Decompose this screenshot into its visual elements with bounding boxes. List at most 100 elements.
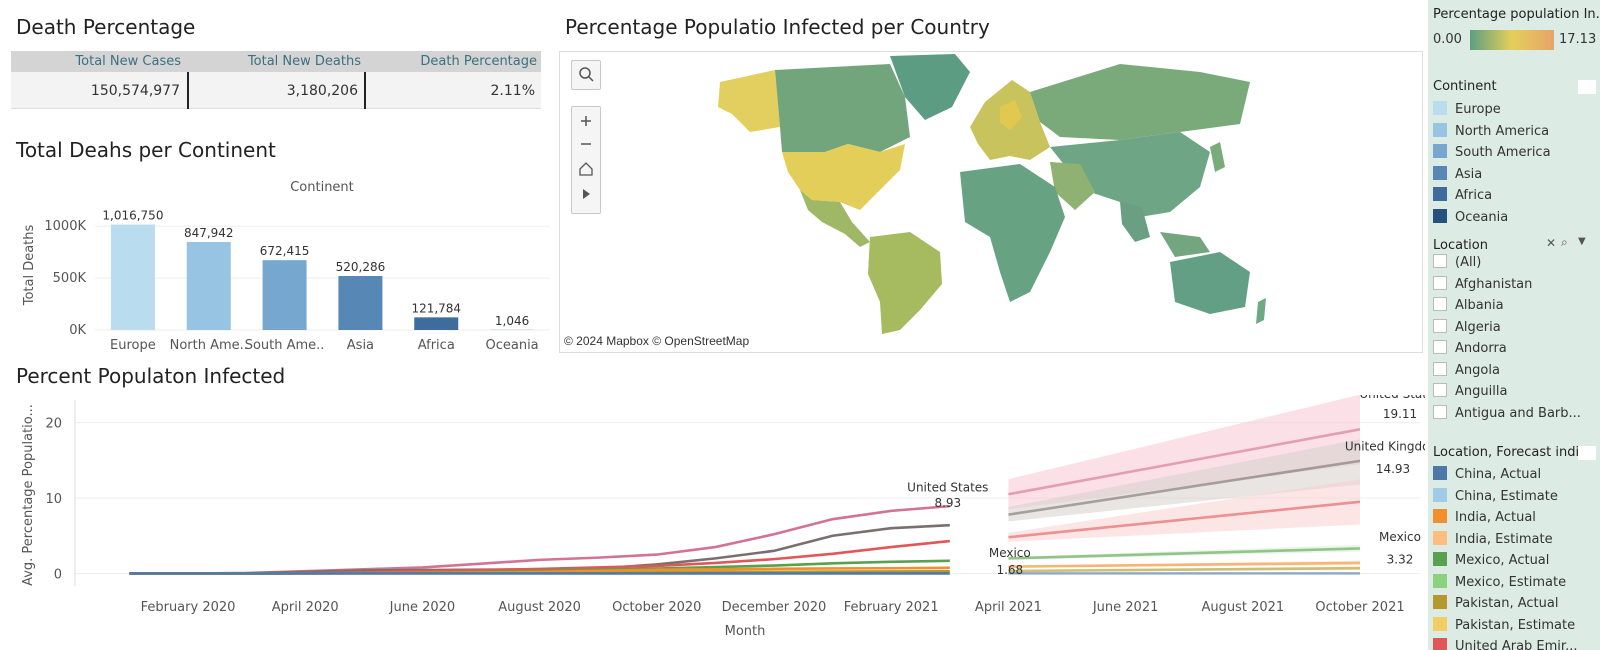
- continent-legend-item[interactable]: Europe: [1433, 101, 1501, 117]
- world-map-shapes[interactable]: [560, 52, 1422, 352]
- kpi-header-cases: Total New Cases: [75, 54, 181, 69]
- bar[interactable]: [110, 224, 155, 330]
- color-legend-gradient[interactable]: [1470, 30, 1554, 50]
- forecast-legend-item[interactable]: China, Actual: [1433, 466, 1541, 482]
- kpi-values-row[interactable]: 150,574,977 3,180,206 2.11%: [11, 72, 541, 109]
- annotation-value: 3.32: [1387, 553, 1414, 567]
- map-region-scandinavia[interactable]: [1000, 100, 1022, 130]
- legend-swatch: [1433, 573, 1447, 588]
- map-region-africa[interactable]: [960, 164, 1065, 302]
- continent-legend-item[interactable]: South America: [1433, 144, 1551, 160]
- line-chart-title: Percent Populaton Infected: [16, 364, 286, 388]
- location-checkbox-item[interactable]: Angola: [1433, 361, 1500, 378]
- checkbox[interactable]: [1433, 404, 1447, 419]
- forecast-legend-item[interactable]: Mexico, Estimate: [1433, 573, 1566, 590]
- color-legend-title: Percentage population In...: [1433, 7, 1600, 22]
- bar-value-label: 1,016,750: [102, 208, 163, 222]
- legend-swatch: [1433, 165, 1447, 180]
- map-region-middle-east[interactable]: [1050, 162, 1095, 210]
- map-region-australia[interactable]: [1170, 252, 1250, 314]
- map-region-southeast-asia[interactable]: [1160, 232, 1210, 257]
- checkbox[interactable]: [1433, 340, 1447, 354]
- checkbox[interactable]: [1433, 383, 1447, 397]
- bar[interactable]: [338, 276, 383, 330]
- map-attribution[interactable]: © 2024 Mapbox © OpenStreetMap: [564, 334, 750, 348]
- bar-chart[interactable]: Continent Total Deaths 0K 500K 1000K 1,016…: [0, 170, 560, 355]
- bar-value-label: 1,046: [495, 314, 529, 328]
- location-checkbox-item[interactable]: Andorra: [1433, 340, 1507, 356]
- series-line-estimate[interactable]: [1008, 561, 1361, 568]
- map-region-south-america[interactable]: [868, 232, 942, 334]
- bar[interactable]: [414, 317, 459, 330]
- location-checkbox-item[interactable]: Antigua and Barb...: [1433, 404, 1581, 421]
- map-region-canada[interactable]: [775, 64, 910, 152]
- series-line-estimate[interactable]: [1008, 500, 1361, 539]
- forecast-legend-item[interactable]: India, Estimate: [1433, 530, 1553, 547]
- location-filter-list[interactable]: (All) Afghanistan Albania Algeria Andorra Ang…: [1428, 250, 1600, 438]
- checkbox[interactable]: [1433, 254, 1447, 268]
- legend-menu-box[interactable]: [1578, 446, 1596, 460]
- map-region-mexico[interactable]: [800, 190, 870, 247]
- legend-menu-box[interactable]: [1578, 80, 1596, 94]
- x-tick-label: August 2020: [498, 600, 581, 615]
- search-icon[interactable]: ⌕: [1561, 235, 1568, 249]
- continent-legend-item[interactable]: Asia: [1433, 165, 1482, 182]
- bar[interactable]: [262, 260, 307, 330]
- map-region-greenland[interactable]: [890, 54, 970, 120]
- continent-legend-label: North America: [1455, 123, 1550, 139]
- forecast-legend-item[interactable]: China, Estimate: [1433, 487, 1558, 504]
- map-region-india[interactable]: [1120, 202, 1150, 242]
- home-icon[interactable]: [579, 162, 593, 176]
- forecast-band: [1008, 395, 1360, 510]
- map-region-japan[interactable]: [1210, 142, 1225, 172]
- kpi-title: Death Percentage: [16, 15, 196, 39]
- location-checkbox-item[interactable]: Algeria: [1433, 318, 1501, 335]
- kpi-value-deaths: 3,180,206: [286, 83, 358, 99]
- bar-value-label: 672,415: [260, 244, 310, 258]
- map-region-usa[interactable]: [782, 144, 905, 210]
- legend-swatch: [1433, 595, 1447, 609]
- continent-legend-item[interactable]: Oceania: [1433, 208, 1508, 225]
- continent-legend-item[interactable]: North America: [1433, 122, 1550, 139]
- map-region-asia[interactable]: [1050, 132, 1210, 217]
- play-icon[interactable]: [583, 189, 590, 199]
- forecast-legend-item[interactable]: India, Actual: [1433, 509, 1536, 525]
- checkbox[interactable]: [1433, 361, 1447, 376]
- x-tick-label: April 2021: [975, 600, 1042, 615]
- annotation-value: 19.11: [1383, 407, 1417, 421]
- continent-legend-item[interactable]: Africa: [1433, 187, 1492, 203]
- series-line-estimate[interactable]: [1008, 459, 1361, 516]
- forecast-legend-item[interactable]: Mexico, Actual: [1433, 552, 1549, 568]
- clear-filter-icon[interactable]: ✕: [1546, 236, 1557, 250]
- series-line-estimate[interactable]: [1008, 566, 1361, 573]
- annotation-name: United Kingdom: [1345, 440, 1425, 454]
- location-checkbox-item[interactable]: Anguilla: [1433, 383, 1507, 399]
- location-checkbox-item[interactable]: Albania: [1433, 297, 1504, 313]
- line-chart[interactable]: Avg. Percentage Populatio... Month 0 10 20…: [0, 395, 1425, 645]
- zoom-in-icon[interactable]: [581, 116, 591, 126]
- forecast-legend-item[interactable]: Pakistan, Estimate: [1433, 616, 1575, 633]
- forecast-legend-item[interactable]: United Arab Emir...: [1433, 638, 1577, 650]
- chevron-down-icon[interactable]: ▼: [1578, 236, 1586, 247]
- checkbox[interactable]: [1433, 318, 1447, 333]
- series-line-actual[interactable]: [129, 523, 950, 575]
- location-checkbox-item[interactable]: Afghanistan: [1433, 275, 1532, 292]
- forecast-legend-item[interactable]: Pakistan, Actual: [1433, 595, 1558, 611]
- choropleth-map[interactable]: © 2024 Mapbox © OpenStreetMap: [559, 51, 1423, 353]
- checkbox[interactable]: [1433, 275, 1447, 290]
- checkbox[interactable]: [1433, 297, 1447, 311]
- series-line-estimate[interactable]: [1008, 547, 1361, 560]
- map-region-alaska[interactable]: [718, 70, 780, 132]
- x-tick-label: February 2021: [844, 600, 939, 615]
- x-tick-label: South Ame..: [245, 338, 325, 353]
- y-tick-label: 20: [45, 417, 62, 432]
- series-line-estimate[interactable]: [1008, 428, 1361, 496]
- location-label: Albania: [1455, 298, 1504, 313]
- x-tick-label: August 2021: [1201, 600, 1284, 615]
- map-search-button[interactable]: [571, 60, 601, 90]
- map-region-new-zealand[interactable]: [1256, 298, 1266, 324]
- location-checkbox-item[interactable]: (All): [1433, 254, 1481, 270]
- bar[interactable]: [186, 242, 231, 330]
- legend-swatch: [1433, 187, 1447, 201]
- map-region-russia[interactable]: [1030, 64, 1250, 140]
